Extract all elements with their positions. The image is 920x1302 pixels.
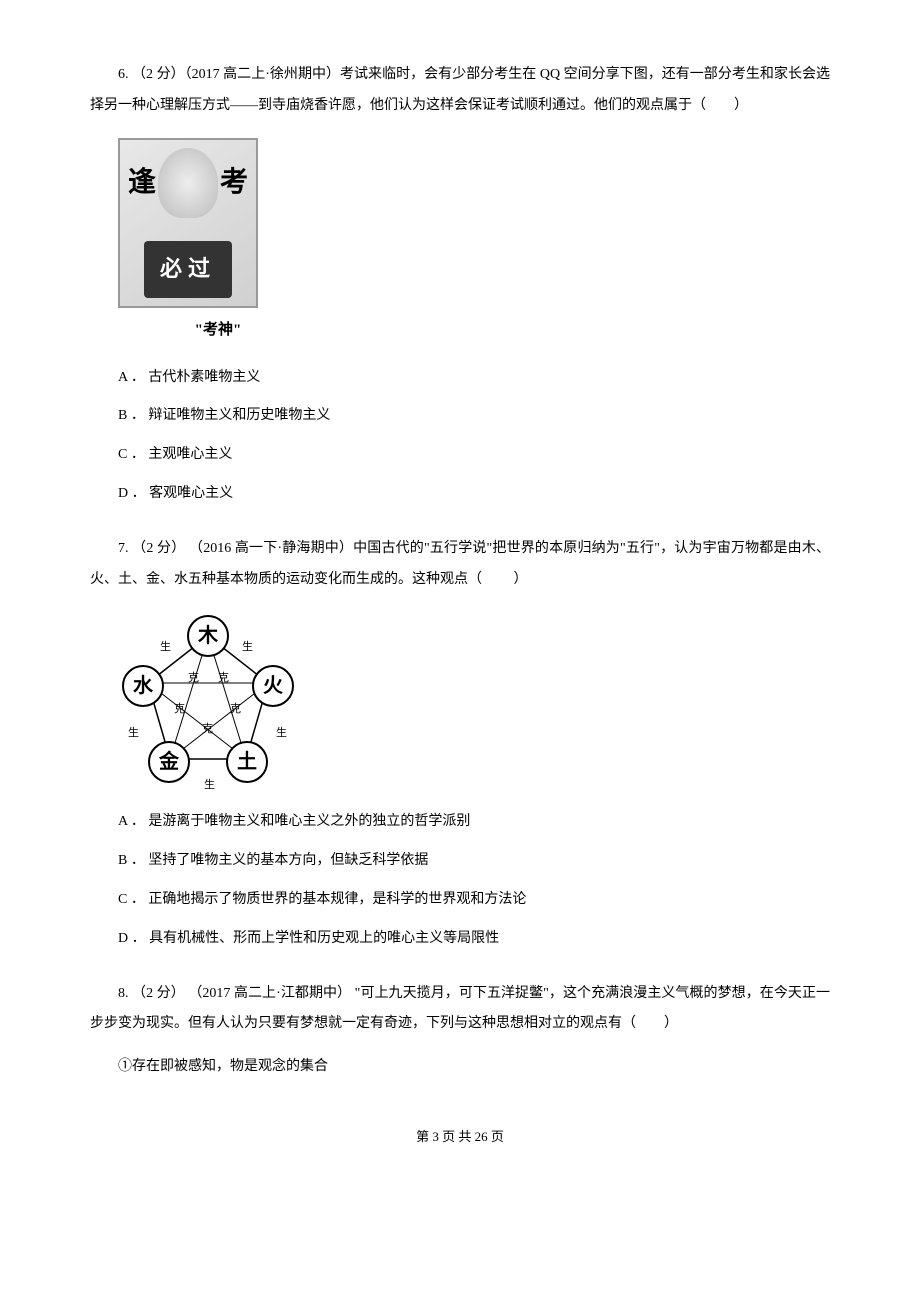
wuxing-sheng-3: 生 (204, 773, 215, 797)
q6-option-b: B ． 辩证唯物主义和历史唯物主义 (90, 401, 830, 432)
wuxing-sheng-1: 生 (242, 635, 253, 659)
q7-stem: 7. （2 分） （2016 高一下·静海期中）中国古代的"五行学说"把世界的本… (90, 534, 830, 596)
wuxing-sheng-4: 生 (128, 721, 139, 745)
wuxing-sheng-5: 生 (160, 635, 171, 659)
q7-option-a: A ． 是游离于唯物主义和唯心主义之外的独立的哲学派别 (90, 807, 830, 838)
q8-stem: 8. （2 分） （2017 高二上·江都期中） "可上九天揽月，可下五洋捉鳖"… (90, 979, 830, 1041)
q7-option-c: C ． 正确地揭示了物质世界的基本规律，是科学的世界观和方法论 (90, 885, 830, 916)
q6-option-d: D ． 客观唯心主义 (90, 479, 830, 510)
q6-image: 逢 考 必过 "考神" (118, 138, 830, 347)
q6-right-char: 考 (220, 152, 248, 214)
q6-left-char: 逢 (128, 152, 156, 214)
q6-figure-icon (158, 148, 218, 218)
q6-image-box: 逢 考 必过 (118, 138, 258, 308)
wuxing-ke-1: 克 (188, 666, 199, 690)
wuxing-ke-2: 克 (218, 666, 229, 690)
wuxing-ke-4: 克 (230, 697, 241, 721)
q6-banner: 必过 (144, 241, 232, 297)
q6-option-c: C ． 主观唯心主义 (90, 440, 830, 471)
q7-options: A ． 是游离于唯物主义和唯心主义之外的独立的哲学派别 B ． 坚持了唯物主义的… (90, 807, 830, 954)
q7-option-b: B ． 坚持了唯物主义的基本方向，但缺乏科学依据 (90, 846, 830, 877)
q6-option-a: A ． 古代朴素唯物主义 (90, 363, 830, 394)
q6-stem: 6. （2 分）（2017 高二上·徐州期中）考试来临时，会有少部分考生在 QQ… (90, 60, 830, 122)
wuxing-diagram: 木 火 土 金 水 生 生 生 生 生 克 克 克 克 克 (118, 611, 298, 791)
q8-statement-1: ①存在即被感知，物是观念的集合 (90, 1052, 830, 1083)
q6-options: A ． 古代朴素唯物主义 B ． 辩证唯物主义和历史唯物主义 C ． 主观唯心主… (90, 363, 830, 510)
q7-option-d: D ． 具有机械性、形而上学性和历史观上的唯心主义等局限性 (90, 924, 830, 955)
wuxing-ke-3: 克 (174, 697, 185, 721)
wuxing-sheng-2: 生 (276, 721, 287, 745)
wuxing-ke-5: 克 (202, 717, 213, 741)
q6-caption: "考神" (148, 314, 288, 347)
q7-image: 木 火 土 金 水 生 生 生 生 生 克 克 克 克 克 (118, 611, 830, 791)
page-footer: 第 3 页 共 26 页 (90, 1123, 830, 1152)
q6-image-top: 逢 考 (128, 148, 248, 218)
